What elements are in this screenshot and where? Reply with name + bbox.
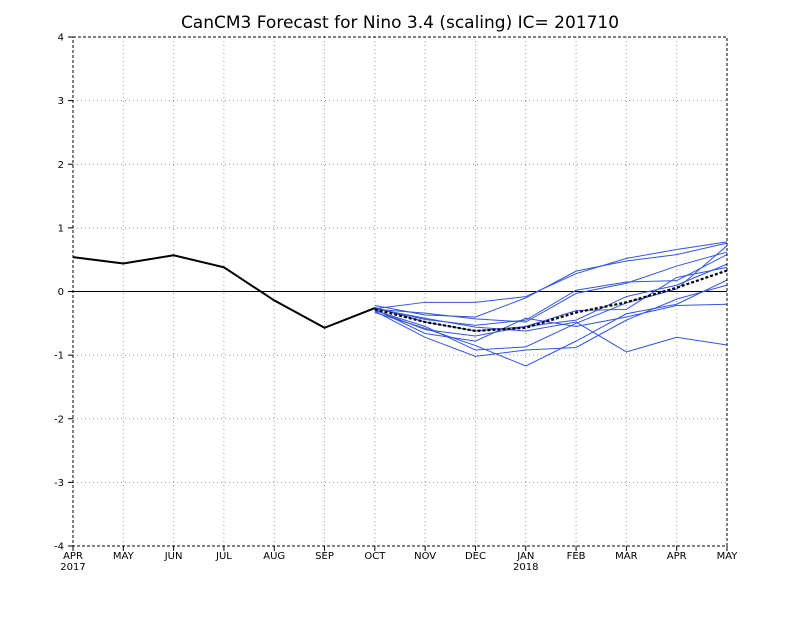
- x-tick-label: DEC: [465, 551, 486, 562]
- ensemble-members: [374, 241, 728, 367]
- y-tick-label: 4: [58, 33, 64, 44]
- x-tick-label: AUG: [263, 551, 285, 562]
- x-tick-label: OCT: [364, 551, 386, 562]
- x-tick-label: JAN: [516, 551, 534, 562]
- y-tick-label: 3: [58, 96, 64, 107]
- ensemble-mean-series: [374, 269, 728, 333]
- x-year-label: 2017: [60, 562, 85, 573]
- y-tick-label: -1: [54, 351, 64, 362]
- ensemble-member-line-3: [374, 254, 728, 326]
- ensemble-member-line-1: [374, 241, 728, 310]
- y-axis: -4 -3 -2 -1 0 1 2 3 4: [54, 33, 73, 553]
- y-tick-label: -3: [54, 478, 64, 489]
- ensemble-member-line-2: [374, 242, 728, 318]
- ensemble-member-line-11: [374, 303, 728, 342]
- x-tick-label: APR: [667, 551, 687, 562]
- ensemble-member-line-5: [374, 245, 728, 351]
- ensemble-member-line-6: [374, 263, 728, 337]
- ensemble-mean-line: [374, 269, 728, 333]
- y-tick-label: 1: [58, 223, 64, 234]
- x-year-label: 2018: [513, 562, 538, 573]
- chart-title: CanCM3 Forecast for Nino 3.4 (scaling) I…: [181, 13, 619, 33]
- x-axis: APR MAY JUN JUL AUG SEP OCT NOV DEC JAN FEB MAR APR M…: [60, 546, 738, 573]
- x-tick-label: NOV: [414, 551, 436, 562]
- ensemble-member-line-9: [374, 308, 728, 353]
- y-tick-label: -4: [54, 542, 64, 553]
- y-tick-label: 0: [58, 287, 64, 298]
- ensemble-member-line-10: [374, 279, 728, 367]
- x-tick-label: MAY: [113, 551, 135, 562]
- y-tick-label: -2: [54, 414, 64, 425]
- ensemble-member-line-8: [374, 284, 728, 357]
- x-tick-label: FEB: [567, 551, 586, 562]
- observed-line: [72, 254, 376, 329]
- x-tick-label: JUL: [215, 551, 232, 562]
- y-tick-label: 2: [58, 160, 64, 171]
- observed-series: [72, 254, 376, 329]
- grid: [73, 37, 727, 546]
- x-tick-label: MAY: [717, 551, 739, 562]
- x-tick-label: MAR: [615, 551, 637, 562]
- x-tick-label: JUN: [164, 551, 183, 562]
- x-tick-label: APR: [63, 551, 83, 562]
- ensemble-member-line-7: [374, 266, 728, 332]
- x-tick-label: SEP: [315, 551, 334, 562]
- ensemble-member-line-4: [374, 251, 728, 323]
